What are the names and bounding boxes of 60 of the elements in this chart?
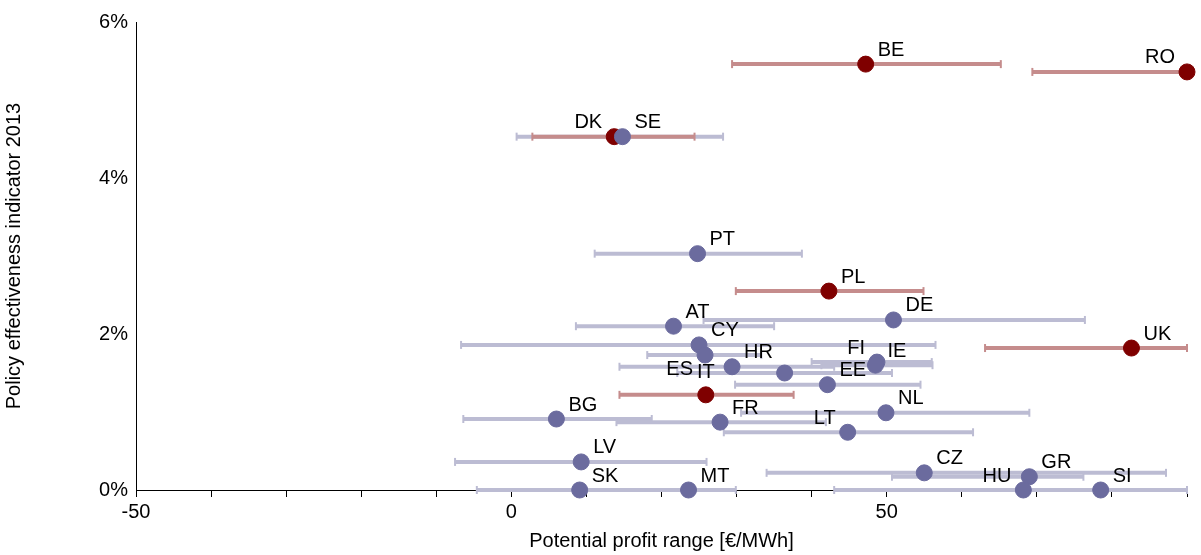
annotation: FR: [732, 395, 759, 418]
annotation: BE: [877, 37, 905, 60]
point: [857, 55, 875, 73]
annotation: CY: [711, 318, 739, 341]
point: [776, 364, 794, 382]
annotation: IE: [887, 338, 907, 361]
point: [1178, 63, 1196, 81]
point: [711, 413, 729, 431]
annotation: BG: [568, 392, 598, 415]
point: [571, 481, 589, 499]
y-tick-label: 6%: [99, 9, 129, 32]
annotation: EE: [839, 358, 867, 381]
x-tick-label: 50: [875, 499, 898, 522]
point: [696, 346, 714, 364]
point: [547, 410, 565, 428]
annotation: DE: [905, 293, 934, 316]
annotation: RO: [1145, 45, 1175, 68]
annotation: AT: [685, 299, 710, 322]
annotation: UK: [1143, 321, 1172, 344]
x-tick-label: 0: [505, 499, 517, 522]
annotation: PT: [709, 227, 736, 250]
annotation: GR: [1041, 450, 1072, 473]
y-tick-label: 0%: [99, 477, 129, 500]
annotation: LT: [813, 405, 836, 428]
point: [665, 317, 683, 335]
point: [818, 376, 836, 394]
annotation: SK: [591, 463, 620, 486]
point: [1014, 481, 1032, 499]
annotation: FI: [847, 335, 865, 358]
y-axis-title: Policy effectiveness indicator 2013: [1, 102, 24, 410]
annotation: MT: [700, 463, 730, 486]
point: [689, 245, 707, 263]
point: [820, 282, 838, 300]
point: [1020, 468, 1038, 486]
annotation: SI: [1112, 463, 1132, 486]
annotation: PL: [840, 264, 866, 287]
annotation: DK: [574, 110, 603, 133]
point: [839, 423, 857, 441]
point: [697, 386, 715, 404]
point: [1092, 481, 1110, 499]
annotation: CZ: [936, 446, 963, 469]
x-tick-label: -50: [121, 499, 151, 522]
annotation: NL: [897, 386, 924, 409]
point: [572, 453, 590, 471]
point: [680, 481, 698, 499]
point: [723, 358, 741, 376]
annotation: HR: [744, 340, 773, 363]
point: [613, 128, 631, 146]
annotation: ES: [666, 356, 694, 379]
y-tick-label: 2%: [99, 321, 129, 344]
point: [884, 311, 902, 329]
annotation: SE: [634, 110, 662, 133]
point: [915, 464, 933, 482]
y-tick-label: 4%: [99, 165, 129, 188]
point: [1122, 339, 1140, 357]
point: [877, 404, 895, 422]
annotation: LV: [593, 435, 617, 458]
x-axis-title: Potential profit range [€/MWh]: [529, 528, 794, 551]
annotation: IT: [696, 360, 715, 383]
annotation: HU: [982, 463, 1012, 486]
